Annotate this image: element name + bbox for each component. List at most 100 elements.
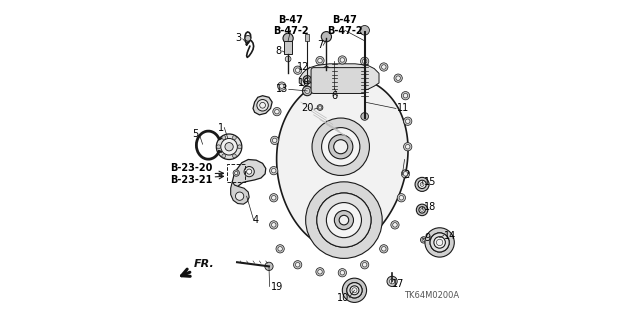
Circle shape xyxy=(222,154,226,158)
Circle shape xyxy=(244,167,254,177)
Circle shape xyxy=(418,180,426,189)
Circle shape xyxy=(404,143,412,151)
FancyBboxPatch shape xyxy=(311,68,365,93)
Circle shape xyxy=(380,63,388,71)
Text: 16: 16 xyxy=(298,78,310,88)
Circle shape xyxy=(296,68,300,72)
Circle shape xyxy=(394,74,403,82)
Circle shape xyxy=(324,69,328,73)
Text: 12: 12 xyxy=(298,62,310,72)
Circle shape xyxy=(401,170,410,178)
Polygon shape xyxy=(253,96,272,115)
Text: 9: 9 xyxy=(424,233,430,243)
Circle shape xyxy=(360,57,369,65)
Circle shape xyxy=(350,286,359,295)
Circle shape xyxy=(420,208,424,211)
Circle shape xyxy=(361,113,369,120)
Circle shape xyxy=(322,67,330,75)
Circle shape xyxy=(380,245,388,253)
Polygon shape xyxy=(300,64,379,92)
Circle shape xyxy=(436,239,443,246)
Circle shape xyxy=(275,109,279,114)
Circle shape xyxy=(406,119,410,123)
Circle shape xyxy=(420,182,424,186)
Circle shape xyxy=(352,288,357,293)
Circle shape xyxy=(296,263,300,267)
Circle shape xyxy=(303,76,312,84)
Circle shape xyxy=(305,78,310,82)
Circle shape xyxy=(390,279,395,284)
Text: TK64M0200A: TK64M0200A xyxy=(404,291,460,300)
Bar xyxy=(284,41,292,54)
Circle shape xyxy=(221,138,237,155)
Polygon shape xyxy=(276,77,408,249)
Circle shape xyxy=(260,102,266,108)
Circle shape xyxy=(237,145,241,149)
Text: 13: 13 xyxy=(276,84,288,94)
Circle shape xyxy=(403,93,408,98)
Circle shape xyxy=(417,204,428,216)
Circle shape xyxy=(246,169,252,174)
Circle shape xyxy=(312,118,369,175)
Bar xyxy=(305,34,309,41)
Polygon shape xyxy=(232,160,266,189)
Text: 20: 20 xyxy=(301,103,314,114)
Text: 4: 4 xyxy=(253,215,259,225)
Circle shape xyxy=(222,136,226,139)
Circle shape xyxy=(331,86,337,93)
Circle shape xyxy=(276,245,284,253)
Circle shape xyxy=(397,194,406,202)
Text: 1: 1 xyxy=(218,122,224,133)
Circle shape xyxy=(321,32,332,42)
Circle shape xyxy=(362,263,367,267)
Bar xyxy=(227,164,245,182)
Text: 14: 14 xyxy=(444,231,457,241)
Circle shape xyxy=(430,233,449,252)
Text: 8: 8 xyxy=(276,46,282,56)
Circle shape xyxy=(265,262,273,271)
Text: 2: 2 xyxy=(403,170,409,181)
Circle shape xyxy=(306,182,382,258)
Circle shape xyxy=(318,270,322,274)
Circle shape xyxy=(232,154,236,158)
Text: 7: 7 xyxy=(317,40,323,50)
Circle shape xyxy=(245,35,251,41)
Circle shape xyxy=(334,211,353,230)
Text: FR.: FR. xyxy=(194,259,215,269)
Circle shape xyxy=(273,108,281,116)
Circle shape xyxy=(271,196,276,200)
Circle shape xyxy=(271,136,279,145)
Text: 3: 3 xyxy=(236,33,242,43)
Circle shape xyxy=(316,268,324,276)
Circle shape xyxy=(326,203,362,238)
Circle shape xyxy=(294,66,302,74)
Circle shape xyxy=(294,261,302,269)
Circle shape xyxy=(278,247,282,251)
Circle shape xyxy=(269,221,278,229)
Circle shape xyxy=(347,283,362,298)
Circle shape xyxy=(419,207,425,213)
Circle shape xyxy=(321,128,360,166)
Text: 5: 5 xyxy=(193,129,199,139)
Circle shape xyxy=(430,233,449,252)
Circle shape xyxy=(401,92,410,100)
Circle shape xyxy=(340,58,344,62)
Circle shape xyxy=(317,105,323,110)
Circle shape xyxy=(318,58,322,63)
Circle shape xyxy=(338,269,346,277)
Circle shape xyxy=(257,100,268,111)
Text: 6: 6 xyxy=(332,91,337,101)
Circle shape xyxy=(303,86,312,96)
Circle shape xyxy=(317,193,371,247)
Text: 15: 15 xyxy=(424,177,436,187)
Circle shape xyxy=(415,177,429,191)
Circle shape xyxy=(280,84,284,88)
Circle shape xyxy=(422,238,425,241)
Circle shape xyxy=(232,136,236,139)
Circle shape xyxy=(393,223,397,227)
Circle shape xyxy=(316,56,324,65)
Circle shape xyxy=(278,82,286,90)
Circle shape xyxy=(406,145,410,149)
Polygon shape xyxy=(230,182,249,204)
Text: B-23-20
B-23-21: B-23-20 B-23-21 xyxy=(170,163,212,185)
